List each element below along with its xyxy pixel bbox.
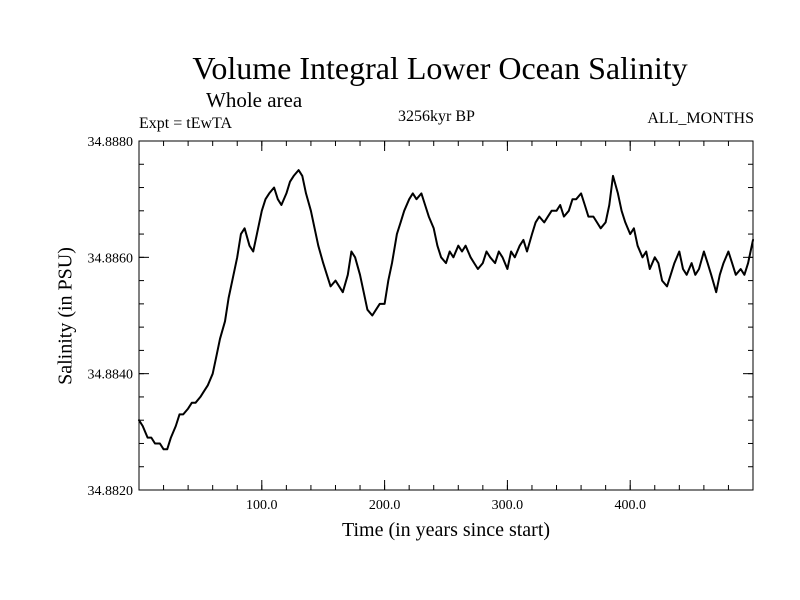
y-tick-label: 34.8840	[88, 368, 134, 383]
plot-frame	[138, 140, 754, 491]
x-tick-label: 200.0	[369, 498, 401, 513]
x-tick-label: 100.0	[246, 498, 278, 513]
axis-tick-labels: 100.0 200.0 300.0 400.0 34.8820 34.8840 34.886…	[88, 135, 646, 513]
x-axis-label: Time (in years since start)	[341, 519, 551, 541]
x-tick-label: 400.0	[614, 498, 646, 513]
y-tick-label: 34.8880	[88, 135, 134, 150]
experiment-label: Expt = tEwTA	[139, 115, 233, 132]
period-label: 3256kyr BP	[398, 108, 475, 125]
axis-ticks	[139, 140, 753, 491]
chart-title: Volume Integral Lower Ocean Salinity	[192, 50, 688, 86]
months-label: ALL_MONTHS	[647, 110, 754, 127]
chart-subtitle: Whole area	[206, 88, 303, 112]
y-tick-label: 34.8860	[88, 251, 134, 266]
y-tick-label: 34.8820	[88, 484, 134, 499]
x-tick-label: 300.0	[492, 498, 524, 513]
salinity-series-line	[138, 169, 754, 451]
